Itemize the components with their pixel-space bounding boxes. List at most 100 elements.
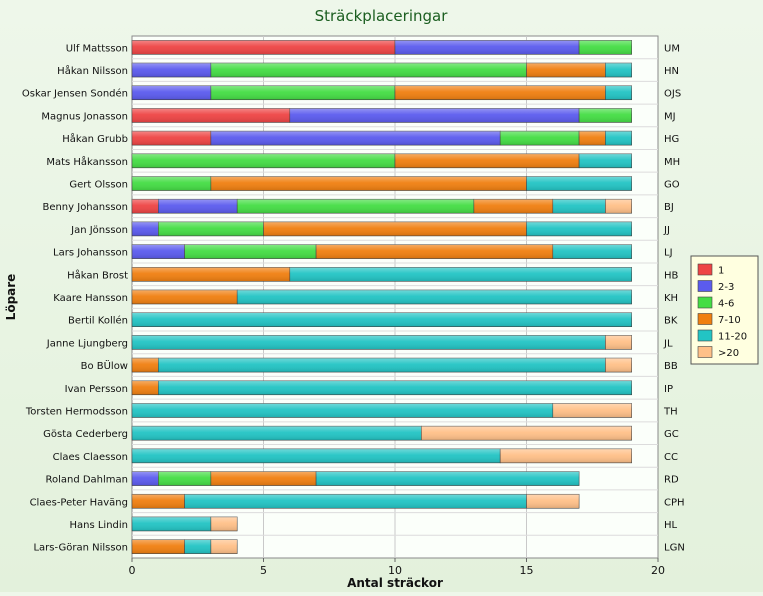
legend-swatch <box>697 329 713 342</box>
right-label: BJ <box>664 202 674 213</box>
bar-segment-shine <box>132 471 159 486</box>
right-label: HG <box>664 134 679 145</box>
category-label: Lars-Göran Nilsson <box>33 543 128 554</box>
x-tick-label: 20 <box>651 564 665 577</box>
bar-segment-shine <box>552 199 606 214</box>
bar-segment-shine <box>132 539 185 554</box>
bar-segment-shine <box>132 131 211 146</box>
bar-segment-shine <box>210 63 527 78</box>
right-label: BB <box>664 361 678 372</box>
bar-segment-shine <box>526 176 632 191</box>
bar-segment-shine <box>210 131 501 146</box>
bar-segment-shine <box>132 85 211 100</box>
bar-segment-shine <box>132 358 159 373</box>
category-label: Hans Lindin <box>69 520 128 531</box>
bar-segment-shine <box>605 131 632 146</box>
right-label: RD <box>664 475 679 486</box>
bar-segment-shine <box>158 380 632 395</box>
x-axis-label: Antal sträckor <box>347 576 443 590</box>
chart-title: Sträckplaceringar <box>315 7 449 25</box>
bar-segment-shine <box>210 176 527 191</box>
legend-label: 2-3 <box>718 282 734 293</box>
bar-segment-shine <box>316 471 580 486</box>
category-label: Jan Jönsson <box>70 225 128 236</box>
bar-segment-shine <box>210 516 238 531</box>
bar-segment-shine <box>526 494 580 509</box>
x-tick-label: 10 <box>388 564 402 577</box>
bar-segment-shine <box>421 426 632 441</box>
legend-swatch <box>697 313 713 325</box>
right-label: CPH <box>664 497 685 508</box>
x-tick-label: 0 <box>129 564 136 577</box>
bar-segment-shine <box>158 358 606 373</box>
right-label: HN <box>664 66 679 77</box>
category-label: Gert Olsson <box>69 180 128 191</box>
bar-segment-shine <box>132 380 159 395</box>
right-label: TH <box>663 406 678 417</box>
bar-segment-shine <box>132 153 395 168</box>
category-label: Mats Håkansson <box>46 155 128 168</box>
category-label: Håkan Nilsson <box>57 64 128 77</box>
category-label: Claes-Peter Haväng <box>30 497 128 508</box>
legend-swatch <box>697 263 713 276</box>
bar-segment-shine <box>289 267 632 282</box>
bar-segment-shine <box>132 426 422 441</box>
bar-segment-shine <box>132 403 553 418</box>
legend-label: >20 <box>718 348 739 359</box>
category-label: Håkan Brost <box>67 268 128 281</box>
bar-segment-shine <box>132 176 211 191</box>
right-label: GC <box>664 429 679 440</box>
y-axis-label: Löpare <box>4 274 18 321</box>
bar-segment-shine <box>605 335 632 350</box>
category-label: Roland Dahlman <box>45 475 128 486</box>
bar-segment-shine <box>210 539 238 554</box>
x-tick-label: 15 <box>520 564 534 577</box>
legend-label: 7-10 <box>718 315 741 326</box>
legend-swatch <box>697 346 713 358</box>
bar-segment-shine <box>132 221 159 236</box>
bar-segment-shine <box>263 221 527 236</box>
bar-segment-shine <box>132 494 185 509</box>
category-label: Janne Ljungberg <box>46 338 128 349</box>
right-label: IP <box>664 384 673 395</box>
legend-swatch <box>697 280 713 292</box>
legend-swatch <box>697 296 713 309</box>
right-label: LGN <box>664 543 685 554</box>
category-label: Lars Johansson <box>53 248 128 259</box>
right-label: CC <box>664 452 678 463</box>
category-label: Ivan Persson <box>65 384 128 395</box>
bars <box>131 40 633 554</box>
x-tick-label: 5 <box>260 564 267 577</box>
category-label: Bo BÜlow <box>81 359 128 372</box>
right-label: KH <box>664 293 678 304</box>
bar-segment-shine <box>289 108 580 123</box>
bar-segment-shine <box>500 448 632 463</box>
bar-segment-shine <box>132 448 501 463</box>
gridlines <box>132 36 658 558</box>
right-label: JL <box>663 338 673 349</box>
bar-segment-shine <box>184 244 317 259</box>
bar-segment-shine <box>395 40 580 55</box>
category-label: Ulf Mattsson <box>66 43 128 54</box>
right-label: OJS <box>664 89 681 100</box>
bar-segment-shine <box>210 85 395 100</box>
bar-segment-shine <box>579 40 632 55</box>
category-labels: Ulf Mattsson Håkan Nilsson Oskar Jensen So… <box>22 43 128 553</box>
category-label: Bertil Kollén <box>68 315 128 327</box>
right-label: BK <box>664 316 678 327</box>
right-label: HB <box>664 270 679 281</box>
category-label: Gösta Cederberg <box>43 429 128 440</box>
bar-segment-shine <box>605 358 632 373</box>
bar-segment-shine <box>132 199 159 214</box>
right-label: UM <box>664 43 680 54</box>
bar-segment-shine <box>158 199 238 214</box>
category-label: Kaare Hansson <box>53 293 128 304</box>
bar-segment-shine <box>132 63 211 78</box>
right-labels: UM HN OJS MJ HG MH GO BJ JJ LJ HB KH BK JL BB IP TH GC CC R… <box>663 43 685 553</box>
category-label: Claes Claesson <box>53 452 128 463</box>
legend-label: 4-6 <box>718 299 734 310</box>
right-label: MH <box>664 157 680 168</box>
bar-segment-shine <box>132 40 395 55</box>
